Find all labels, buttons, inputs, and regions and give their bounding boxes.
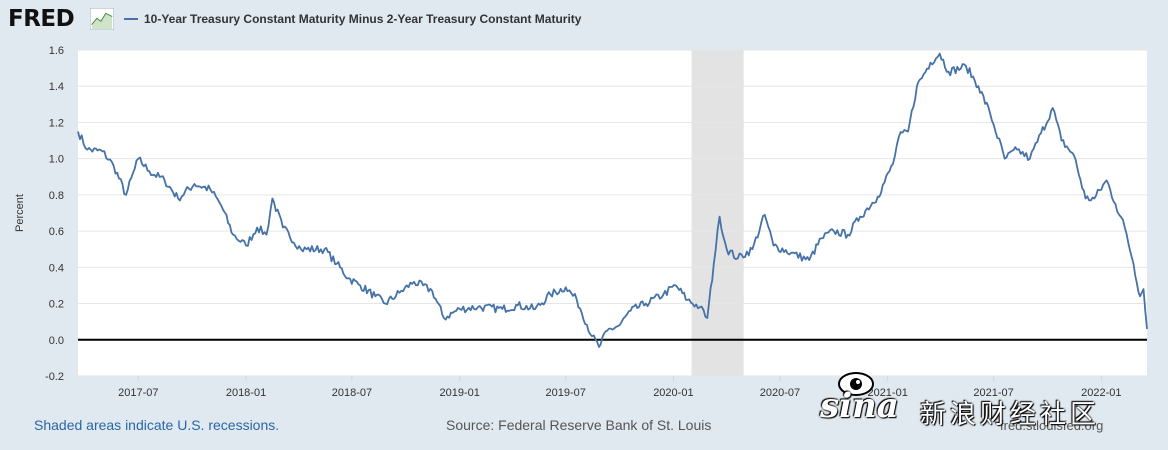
y-tick-label: 0.6: [49, 226, 64, 238]
y-tick-label: -0.2: [45, 371, 64, 383]
x-tick-label: 2020-07: [760, 387, 800, 399]
y-tick-label: 0.4: [49, 262, 64, 274]
recession-shading-group: [691, 50, 744, 376]
x-tick-label: 2017-07: [118, 387, 158, 399]
y-tick-label: 0.8: [49, 190, 64, 202]
x-axis-ticks: 2017-07 2018-01 2018-07 2019-01 2019-07 2020-…: [118, 376, 1122, 399]
y-tick-label: 0.2: [49, 299, 64, 311]
site-link[interactable]: fred.stlouisfed.org: [1000, 418, 1104, 433]
y-tick-label: 1.0: [49, 154, 64, 166]
y-tick-label: 1.2: [49, 117, 64, 129]
recession-note: Shaded areas indicate U.S. recessions.: [34, 417, 280, 433]
series-line-t10y2y[interactable]: [77, 52, 1148, 348]
x-tick-label: 2020-01: [653, 387, 693, 399]
line-chart[interactable]: 1.61.41.21.00.80.60.40.20.0-0.2 2017-07 2…: [0, 36, 1168, 406]
x-tick-label: 2018-01: [226, 387, 266, 399]
y-tick-label: 1.4: [49, 81, 64, 93]
x-tick-label: 2021-07: [973, 387, 1013, 399]
y-axis-title: Percent: [14, 194, 26, 232]
sina-watermark: sina 新浪财经社区: [820, 368, 1160, 434]
y-tick-label: 1.6: [49, 45, 64, 57]
x-tick-label: 2021-01: [867, 387, 907, 399]
x-tick-label: 2019-07: [545, 387, 585, 399]
sina-brand-text: sina: [820, 386, 899, 426]
chart-header: FRED 10-Year Treasury Constant Maturity …: [0, 0, 1168, 40]
y-tick-label: 0.0: [49, 335, 64, 347]
chart-legend[interactable]: 10-Year Treasury Constant Maturity Minus…: [124, 11, 581, 27]
y-axis-ticks: 1.6 1.4 1.2 1.0 0.8 0.6 0.4 0.2 0.0 -0.2: [45, 45, 64, 383]
legend-label: 10-Year Treasury Constant Maturity Minus…: [144, 12, 582, 26]
sina-eye-icon: [838, 372, 874, 396]
legend-line-swatch: [124, 18, 138, 20]
fred-logo-chart-icon: [90, 8, 114, 30]
fred-logo[interactable]: FRED: [8, 6, 75, 32]
sina-watermark-text: 新浪财经社区: [920, 400, 1101, 430]
source-note: Source: Federal Reserve Bank of St. Loui…: [446, 417, 712, 433]
x-tick-label: 2018-07: [332, 387, 372, 399]
x-tick-label: 2019-01: [440, 387, 480, 399]
recession-band-0: [691, 50, 744, 376]
plot-area: [78, 50, 1147, 376]
x-tick-label: 2022-01: [1081, 387, 1121, 399]
